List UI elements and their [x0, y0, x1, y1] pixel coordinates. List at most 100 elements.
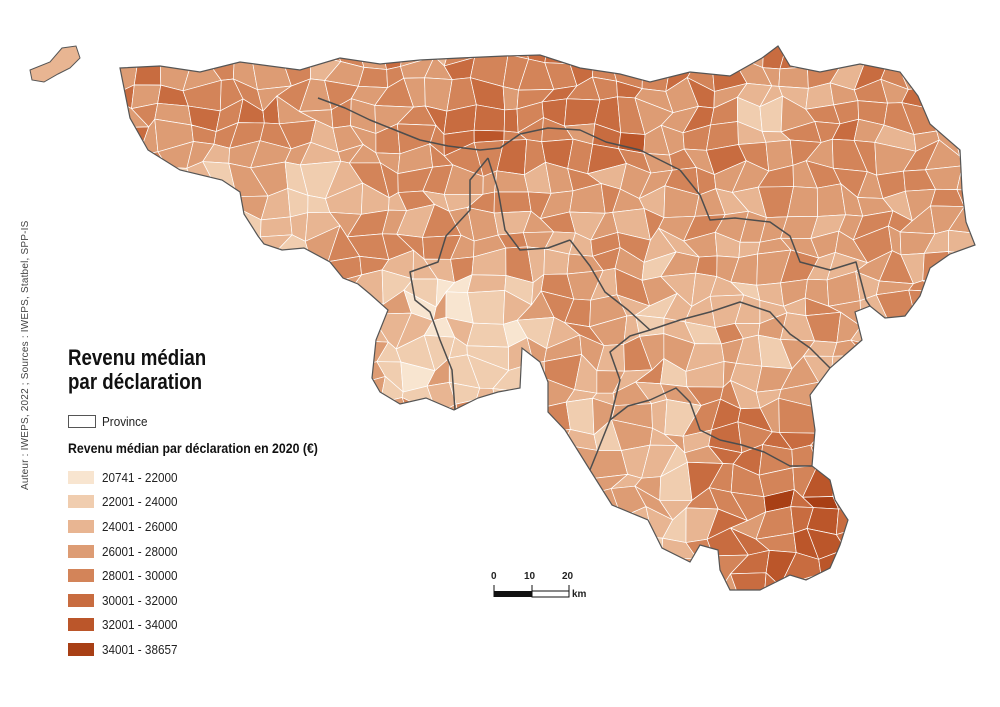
municipality-area [902, 336, 934, 365]
municipality-area [326, 462, 356, 494]
municipality-area [205, 527, 233, 564]
municipality-area [934, 548, 956, 581]
municipality-area [923, 340, 957, 365]
scale-bar-label-10: 10 [524, 571, 536, 582]
municipality-area [419, 421, 460, 453]
municipality-area [226, 300, 271, 325]
municipality-area [297, 505, 338, 539]
municipality-area [346, 462, 378, 494]
municipality-area [287, 554, 314, 584]
municipality-area [298, 291, 340, 323]
municipality-area [298, 355, 341, 390]
municipality-area [927, 531, 965, 554]
municipality-area [202, 400, 245, 437]
municipality-area [120, 204, 144, 242]
municipality-area [402, 505, 435, 541]
municipality-area [928, 57, 959, 88]
municipality-area [401, 529, 432, 553]
municipality-area [58, 183, 88, 212]
municipality-area [20, 105, 51, 127]
municipality-area [573, 508, 594, 542]
municipality-area [595, 575, 621, 590]
municipality-area [445, 463, 479, 498]
municipality-area [454, 421, 477, 448]
municipality-area [471, 431, 510, 448]
municipality-area [157, 271, 198, 304]
scale-bar-unit: km [572, 589, 587, 600]
legend-swatch [68, 519, 94, 533]
municipality-area [921, 489, 964, 517]
municipality-area [48, 78, 69, 110]
municipality-area [569, 46, 597, 65]
municipality-area [650, 536, 664, 562]
municipality-area [357, 67, 388, 89]
municipality-area [348, 575, 381, 590]
municipality-area [205, 366, 237, 389]
municipality-area [526, 471, 556, 493]
municipality-area [250, 467, 295, 496]
municipality-area [544, 46, 573, 65]
map-title-line-2: par déclaration [68, 369, 203, 394]
municipality-area [274, 252, 317, 284]
municipality-area [353, 424, 383, 447]
municipality-area [157, 206, 195, 235]
municipality-area [907, 419, 935, 450]
municipality-area [302, 462, 331, 496]
municipality-area [20, 191, 49, 213]
legend-swatch [68, 495, 94, 509]
municipality-area [258, 541, 292, 556]
municipality-area [133, 233, 172, 257]
municipality-area [952, 552, 975, 581]
municipality-area [954, 531, 975, 558]
legend-label: 28001 - 30000 [102, 568, 178, 584]
municipality-area [881, 321, 917, 349]
municipality-area [482, 538, 505, 566]
municipality-area [353, 441, 379, 470]
municipality-area [401, 396, 438, 436]
municipality-area [876, 581, 909, 590]
municipality-area [492, 466, 532, 492]
legend-swatch [68, 470, 94, 484]
municipality-area [20, 535, 45, 565]
municipality-area [778, 66, 809, 89]
municipality-area [861, 442, 886, 477]
municipality-area [397, 550, 433, 586]
municipality-area [120, 276, 144, 293]
municipality-area [494, 440, 532, 474]
municipality-area [337, 534, 364, 552]
legend-swatch [68, 642, 94, 656]
municipality-area [642, 46, 671, 70]
municipality-area [43, 162, 77, 191]
municipality-area [859, 485, 879, 519]
legend-swatch [68, 618, 94, 632]
municipality-area [328, 576, 357, 590]
municipality-area [253, 389, 277, 415]
municipality-area [494, 432, 532, 453]
municipality-area [586, 530, 625, 566]
municipality-area [284, 494, 304, 522]
municipality-area [287, 532, 312, 565]
municipality-area [20, 557, 45, 587]
municipality-area [307, 46, 342, 62]
legend-label: 22001 - 24000 [102, 494, 178, 510]
municipality-area [832, 474, 867, 497]
legend-swatch [68, 544, 94, 558]
municipality-area [283, 574, 314, 590]
municipality-area [231, 553, 260, 584]
municipality-area [192, 183, 222, 221]
municipality-area [193, 247, 222, 284]
municipality-area [952, 578, 975, 590]
municipality-area [346, 488, 378, 517]
scale-bar-label-0: 0 [491, 571, 497, 582]
municipality-area [64, 271, 94, 301]
municipality-area [130, 291, 170, 326]
municipality-area [192, 401, 214, 437]
municipality-area [551, 491, 576, 522]
municipality-area [275, 387, 311, 415]
municipality-area [202, 387, 244, 403]
municipality-area [466, 322, 509, 348]
municipality-area [211, 469, 244, 489]
municipality-area [262, 343, 281, 369]
municipality-area [469, 491, 498, 517]
municipality-area [875, 401, 909, 429]
